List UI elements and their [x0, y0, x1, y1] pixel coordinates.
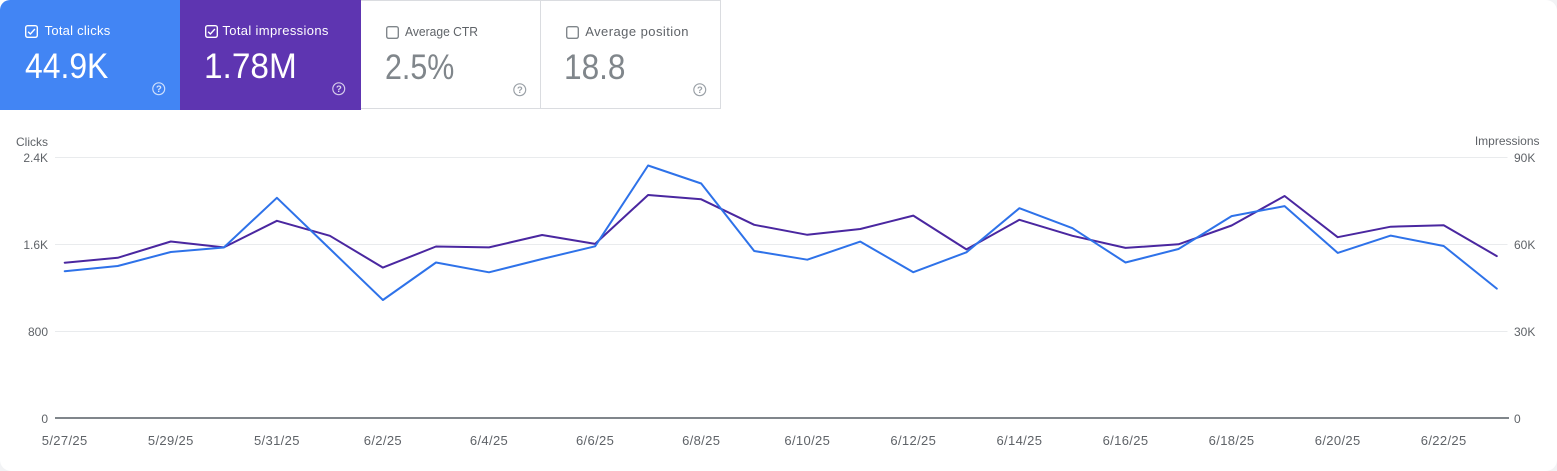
- svg-text:?: ?: [336, 84, 342, 95]
- svg-text:?: ?: [517, 85, 523, 96]
- svg-text:?: ?: [156, 84, 162, 95]
- svg-text:?: ?: [697, 85, 703, 96]
